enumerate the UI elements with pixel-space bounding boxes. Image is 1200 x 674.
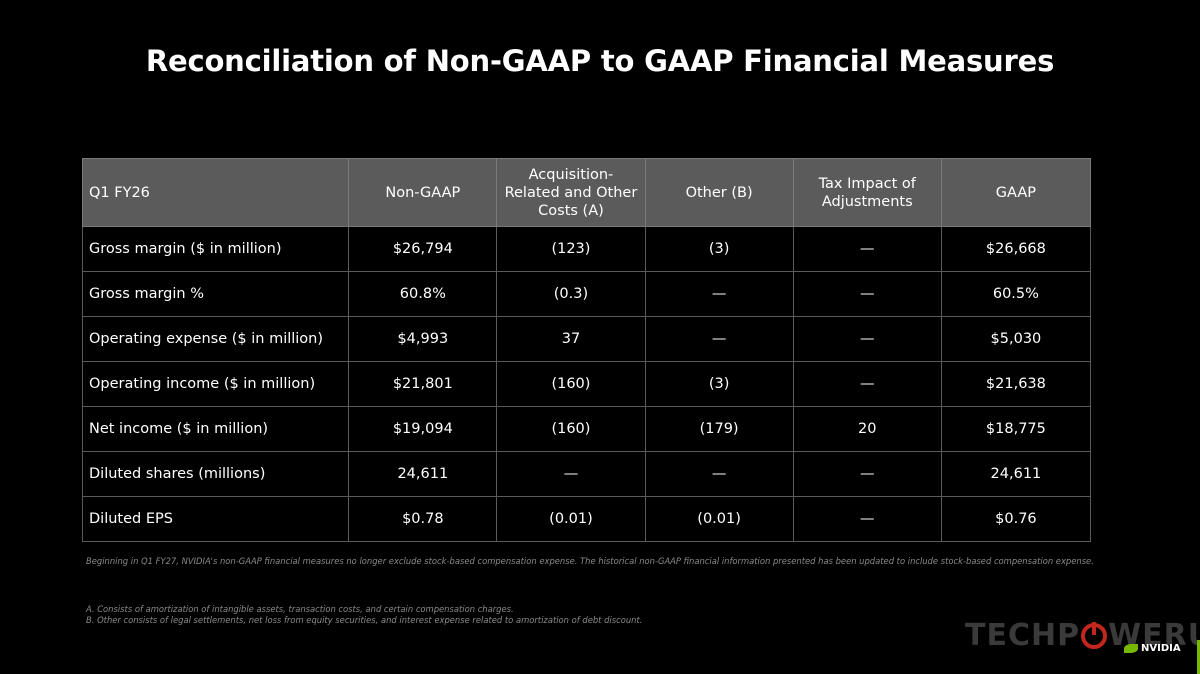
accent-bar [1197, 640, 1200, 674]
row-label: Diluted shares (millions) [81, 451, 350, 497]
table-row: Operating income ($ in million) $21,801 … [81, 361, 1092, 407]
cell-other: (3) [644, 226, 794, 272]
cell-other: — [644, 271, 794, 317]
cell-gaap: $18,775 [940, 406, 1092, 452]
cell-tax-impact: — [792, 316, 942, 362]
cell-tax-impact: — [792, 271, 942, 317]
cell-tax-impact: — [792, 361, 942, 407]
watermark-left-text: TECHP [965, 618, 1081, 653]
cell-acquisition-costs: (160) [496, 361, 646, 407]
sbc-note: Beginning in Q1 FY27, NVIDIA's non-GAAP … [86, 556, 1094, 566]
table-header-row: Q1 FY26 Non-GAAP Acquisition-Related and… [81, 158, 1092, 227]
cell-gaap: 60.5% [940, 271, 1092, 317]
cell-other: — [644, 316, 794, 362]
table-row: Diluted EPS $0.78 (0.01) (0.01) — $0.76 [81, 496, 1092, 542]
table-row: Gross margin % 60.8% (0.3) — — 60.5% [81, 271, 1092, 317]
cell-other: (0.01) [644, 496, 794, 542]
cell-gaap: $21,638 [940, 361, 1092, 407]
footnote-a: A. Consists of amortization of intangibl… [86, 604, 514, 614]
header-tax-impact: Tax Impact of Adjustments [792, 158, 942, 227]
cell-other: — [644, 451, 794, 497]
reconciliation-table: Q1 FY26 Non-GAAP Acquisition-Related and… [81, 158, 1092, 542]
cell-non-gaap: $21,801 [348, 361, 498, 407]
table-row: Net income ($ in million) $19,094 (160) … [81, 406, 1092, 452]
table-row: Operating expense ($ in million) $4,993 … [81, 316, 1092, 362]
cell-gaap: $0.76 [940, 496, 1092, 542]
nvidia-eye-icon [1124, 644, 1138, 653]
row-label: Gross margin % [81, 271, 350, 317]
footnote-b: B. Other consists of legal settlements, … [86, 615, 643, 625]
row-label: Operating income ($ in million) [81, 361, 350, 407]
watermark-right-text: WERUP [1108, 618, 1200, 653]
header-other: Other (B) [644, 158, 794, 227]
cell-non-gaap: $26,794 [348, 226, 498, 272]
cell-acquisition-costs: (0.01) [496, 496, 646, 542]
cell-other: (3) [644, 361, 794, 407]
cell-acquisition-costs: — [496, 451, 646, 497]
cell-non-gaap: $4,993 [348, 316, 498, 362]
cell-acquisition-costs: (0.3) [496, 271, 646, 317]
cell-tax-impact: 20 [792, 406, 942, 452]
row-label: Operating expense ($ in million) [81, 316, 350, 362]
slide-title: Reconciliation of Non-GAAP to GAAP Finan… [145, 44, 1055, 78]
cell-acquisition-costs: (123) [496, 226, 646, 272]
cell-gaap: $5,030 [940, 316, 1092, 362]
header-period: Q1 FY26 [81, 158, 350, 227]
header-non-gaap: Non-GAAP [348, 158, 498, 227]
row-label: Net income ($ in million) [81, 406, 350, 452]
cell-gaap: $26,668 [940, 226, 1092, 272]
table-row: Diluted shares (millions) 24,611 — — — 2… [81, 451, 1092, 497]
cell-gaap: 24,611 [940, 451, 1092, 497]
row-label: Diluted EPS [81, 496, 350, 542]
power-icon [1081, 621, 1108, 649]
cell-acquisition-costs: 37 [496, 316, 646, 362]
header-gaap: GAAP [940, 158, 1092, 227]
cell-non-gaap: $19,094 [348, 406, 498, 452]
header-acquisition-costs: Acquisition-Related and Other Costs (A) [496, 158, 646, 227]
nvidia-logo: NVIDIA [1124, 643, 1181, 654]
cell-tax-impact: — [792, 496, 942, 542]
nvidia-wordmark: NVIDIA [1141, 643, 1181, 654]
cell-non-gaap: $0.78 [348, 496, 498, 542]
cell-tax-impact: — [792, 226, 942, 272]
techpowerup-watermark: TECHP WERUP [965, 618, 1200, 653]
row-label: Gross margin ($ in million) [81, 226, 350, 272]
cell-non-gaap: 24,611 [348, 451, 498, 497]
cell-non-gaap: 60.8% [348, 271, 498, 317]
cell-tax-impact: — [792, 451, 942, 497]
cell-other: (179) [644, 406, 794, 452]
cell-acquisition-costs: (160) [496, 406, 646, 452]
table-row: Gross margin ($ in million) $26,794 (123… [81, 226, 1092, 272]
footnotes: A. Consists of amortization of intangibl… [86, 604, 642, 626]
